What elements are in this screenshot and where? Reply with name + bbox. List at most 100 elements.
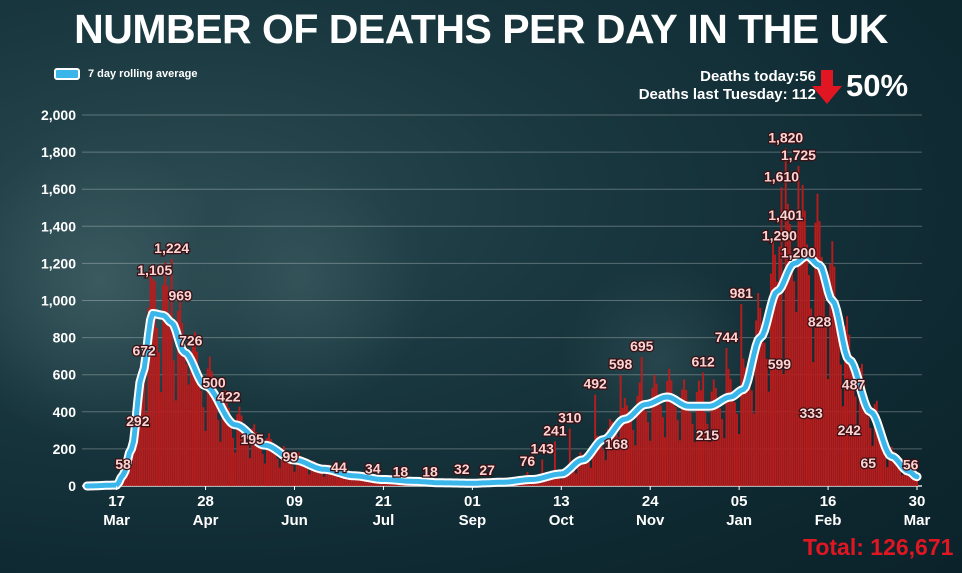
- data-label: 215: [696, 427, 720, 443]
- daily-death-bar: [325, 466, 328, 486]
- daily-death-bar: [596, 435, 599, 486]
- daily-death-bar: [657, 395, 660, 486]
- daily-death-bar: [905, 465, 908, 486]
- daily-death-bar: [145, 412, 148, 486]
- daily-death-bar: [174, 400, 177, 486]
- daily-death-bar: [130, 465, 133, 486]
- daily-death-bar: [304, 464, 307, 486]
- daily-death-bar: [568, 428, 571, 486]
- daily-death-bar: [579, 452, 582, 486]
- daily-death-bar: [253, 424, 256, 486]
- daily-death-bar: [338, 477, 340, 486]
- daily-death-bar: [856, 426, 859, 486]
- daily-death-bar: [238, 406, 241, 486]
- data-label: 1,725: [781, 147, 816, 163]
- daily-death-bar: [170, 258, 173, 486]
- daily-death-bar: [638, 382, 641, 486]
- data-label: 744: [715, 329, 739, 345]
- deaths-today-label: Deaths today:56: [700, 68, 816, 85]
- data-label: 65: [861, 455, 877, 471]
- daily-death-bar: [589, 467, 592, 486]
- daily-death-bar: [177, 310, 179, 486]
- daily-death-bar: [191, 342, 194, 486]
- daily-death-bar: [625, 405, 628, 486]
- daily-death-bar: [719, 408, 722, 486]
- daily-death-bar: [234, 452, 237, 486]
- data-label: 34: [365, 461, 381, 477]
- daily-death-bar: [575, 473, 578, 486]
- daily-death-bar: [289, 461, 292, 486]
- data-label: 56: [903, 457, 919, 473]
- daily-death-bar: [350, 477, 353, 486]
- daily-death-bar: [697, 380, 700, 486]
- daily-death-bar: [318, 470, 321, 486]
- daily-death-bar: [316, 467, 319, 486]
- x-tick-month: Jul: [373, 512, 395, 529]
- daily-death-bar: [636, 395, 639, 486]
- daily-death-bar: [700, 390, 702, 486]
- daily-death-bar: [791, 253, 794, 486]
- x-tick-day: 16: [820, 493, 837, 510]
- daily-death-bar: [659, 405, 662, 486]
- daily-death-bar: [560, 479, 563, 486]
- daily-death-bar: [606, 428, 609, 486]
- daily-death-bar: [287, 456, 290, 486]
- daily-death-bar: [255, 432, 258, 486]
- daily-death-bar: [899, 468, 902, 486]
- daily-death-bar: [581, 454, 584, 486]
- data-label: 1,820: [768, 129, 803, 145]
- daily-death-bar: [278, 467, 281, 486]
- daily-death-bar: [261, 453, 264, 486]
- y-tick-label: 600: [53, 367, 77, 383]
- daily-death-bar: [280, 448, 283, 486]
- daily-death-bar: [204, 430, 207, 486]
- daily-death-bar: [198, 373, 201, 486]
- daily-death-bar: [759, 307, 762, 486]
- daily-death-bar: [293, 471, 296, 486]
- x-tick-month: Feb: [815, 512, 842, 529]
- daily-death-bar: [676, 420, 679, 486]
- daily-death-bar: [600, 443, 603, 486]
- chart-title: NUMBER OF DEATHS PER DAY IN THE UK: [74, 6, 888, 52]
- y-tick-label: 1,400: [41, 218, 76, 234]
- daily-death-bar: [767, 391, 770, 486]
- data-label: 143: [531, 440, 555, 456]
- daily-death-bar: [592, 443, 594, 486]
- daily-death-bar: [778, 246, 781, 486]
- daily-death-bar: [558, 476, 561, 486]
- daily-death-bar: [649, 440, 652, 486]
- data-label: 99: [282, 449, 298, 465]
- daily-death-bar: [609, 418, 611, 486]
- daily-death-bar: [151, 278, 154, 486]
- stats-box: Deaths today:56 Deaths last Tuesday: 112: [639, 68, 816, 104]
- data-label: 76: [520, 453, 536, 469]
- daily-death-bar: [678, 440, 681, 486]
- daily-death-bar: [651, 387, 654, 486]
- daily-death-bar: [702, 372, 705, 486]
- daily-death-bar: [196, 351, 199, 486]
- daily-death-bar: [717, 398, 719, 486]
- daily-death-bar: [818, 221, 821, 486]
- daily-death-bar: [367, 481, 370, 486]
- legend-swatch: [54, 68, 80, 80]
- daily-death-bar: [867, 416, 870, 486]
- daily-death-bar: [886, 467, 889, 486]
- daily-death-bar: [545, 480, 548, 486]
- daily-death-bar: [185, 363, 188, 486]
- daily-death-bar: [630, 421, 633, 486]
- daily-death-bar: [763, 342, 766, 486]
- x-tick-day: 09: [286, 493, 303, 510]
- daily-death-bar: [168, 313, 171, 486]
- daily-death-bar: [731, 391, 734, 486]
- daily-death-bar: [215, 404, 218, 486]
- daily-death-bar: [844, 326, 846, 486]
- daily-death-bar: [797, 166, 800, 486]
- daily-death-bar: [543, 479, 546, 486]
- x-tick-day: 05: [731, 493, 748, 510]
- y-tick-label: 1,800: [41, 144, 76, 160]
- daily-death-bar: [314, 463, 317, 486]
- daily-death-bar: [666, 380, 669, 486]
- daily-death-bar: [841, 406, 844, 486]
- daily-death-bar: [202, 407, 205, 486]
